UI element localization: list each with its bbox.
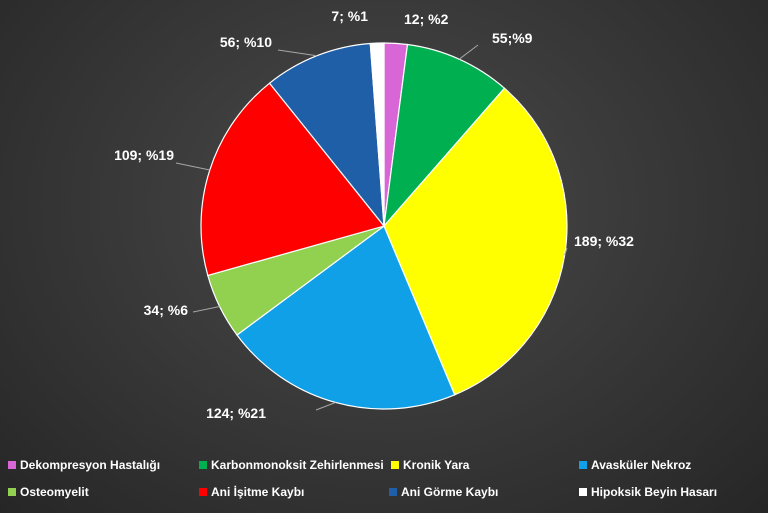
legend-item-karbonmonoksit: Karbonmonoksit Zehirlenmesi xyxy=(199,458,384,472)
legend-label-avaskuler-nekroz: Avasküler Nekroz xyxy=(591,458,692,472)
legend-swatch-ani-gorme xyxy=(389,488,397,496)
data-label-osteomyelit: 34; %6 xyxy=(144,302,189,318)
legend-label-osteomyelit: Osteomyelit xyxy=(20,485,89,499)
pie-chart: 12; %2 55;%9 189; %32 124; %21 34; %6 109; %1… xyxy=(114,8,634,421)
legend-label-ani-isitme: Ani İşitme Kaybı xyxy=(211,485,305,499)
legend-item-ani-gorme: Ani Görme Kaybı xyxy=(389,485,498,499)
pie-slice-hipoksik-beyin-hasari xyxy=(369,42,385,227)
legend-swatch-ani-isitme xyxy=(199,488,207,496)
pie-slice-kronik-yara xyxy=(383,87,568,396)
legend-item-hipoksik: Hipoksik Beyin Hasarı xyxy=(579,485,717,499)
leader-line-avaskuler-nekroz xyxy=(315,402,336,411)
legend-swatch-dekompresyon xyxy=(8,461,16,469)
legend-label-karbonmonoksit: Karbonmonoksit Zehirlenmesi xyxy=(211,458,384,472)
legend-item-kronik-yara: Kronik Yara xyxy=(391,458,469,472)
legend-swatch-osteomyelit xyxy=(8,488,16,496)
data-label-ani-isitme-kaybi: 109; %19 xyxy=(114,147,174,163)
legend-swatch-avaskuler-nekroz xyxy=(579,461,587,469)
legend-item-osteomyelit: Osteomyelit xyxy=(8,485,89,499)
legend-item-ani-isitme: Ani İşitme Kaybı xyxy=(199,485,304,499)
legend-swatch-kronik-yara xyxy=(391,461,399,469)
data-label-karbonmonoksit-zehirlenmesi: 55;%9 xyxy=(492,30,533,46)
pie-slice-ani-gorme-kaybi xyxy=(268,42,385,228)
data-label-kronik-yara: 189; %32 xyxy=(574,233,634,249)
leader-line-kronik-yara xyxy=(564,247,568,256)
leader-line-osteomyelit xyxy=(192,306,220,313)
data-label-avaskuler-nekroz: 124; %21 xyxy=(206,405,266,421)
data-label-dekompresyon-hastaligi: 12; %2 xyxy=(404,11,449,27)
data-label-ani-gorme-kaybi: 56; %10 xyxy=(220,34,272,50)
data-label-hipoksik-beyin-hasari: 7; %1 xyxy=(331,8,368,24)
leader-line-ani-gorme-kaybi xyxy=(277,49,317,57)
legend-label-hipoksik: Hipoksik Beyin Hasarı xyxy=(591,485,718,499)
leader-line-karbonmonoksit-zehirlenmesi xyxy=(458,44,479,60)
legend-item-avaskuler-nekroz: Avasküler Nekroz xyxy=(579,458,691,472)
legend-label-dekompresyon: Dekompresyon Hastalığı xyxy=(20,458,161,472)
leader-line-ani-isitme-kaybi xyxy=(175,162,210,171)
legend-swatch-hipoksik xyxy=(579,488,587,496)
legend-item-dekompresyon: Dekompresyon Hastalığı xyxy=(8,458,160,472)
pie-slice-avaskuler-nekroz xyxy=(236,225,456,410)
legend-label-kronik-yara: Kronik Yara xyxy=(403,458,470,472)
pie-slice-ani-isitme-kaybi xyxy=(200,82,386,277)
legend-label-ani-gorme: Ani Görme Kaybı xyxy=(401,485,499,499)
legend-swatch-karbonmonoksit xyxy=(199,461,207,469)
